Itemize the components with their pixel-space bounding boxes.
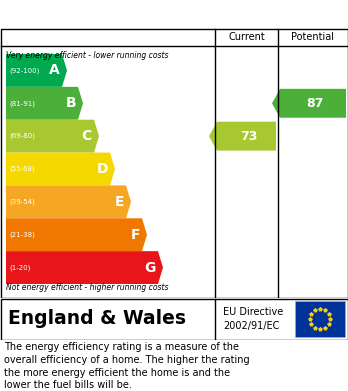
Text: Energy Efficiency Rating: Energy Efficiency Rating [10,7,220,22]
Text: E: E [114,195,124,209]
Text: The energy efficiency rating is a measure of the
overall efficiency of a home. T: The energy efficiency rating is a measur… [4,342,250,390]
Polygon shape [6,185,131,218]
Text: EU Directive
2002/91/EC: EU Directive 2002/91/EC [223,307,283,331]
Text: Not energy efficient - higher running costs: Not energy efficient - higher running co… [6,283,168,292]
Polygon shape [6,54,67,87]
Polygon shape [6,218,147,251]
Text: Potential: Potential [292,32,334,42]
Polygon shape [209,122,276,151]
Text: (69-80): (69-80) [9,133,35,140]
Polygon shape [6,120,99,152]
Text: G: G [145,260,156,274]
Polygon shape [6,87,83,120]
Bar [295,301,345,337]
Text: 87: 87 [306,97,324,110]
Text: (81-91): (81-91) [9,100,35,106]
Text: Very energy efficient - lower running costs: Very energy efficient - lower running co… [6,51,168,60]
Text: 73: 73 [240,130,257,143]
Text: D: D [96,162,108,176]
Text: England & Wales: England & Wales [8,310,186,328]
Polygon shape [6,152,115,185]
Text: C: C [82,129,92,143]
Polygon shape [6,251,163,284]
Text: A: A [49,63,60,77]
Text: (92-100): (92-100) [9,67,39,74]
Text: Current: Current [228,32,265,42]
Text: B: B [65,96,76,110]
Text: (55-68): (55-68) [9,166,35,172]
Text: (1-20): (1-20) [9,264,30,271]
Text: (21-38): (21-38) [9,231,35,238]
Polygon shape [272,89,346,118]
Text: (39-54): (39-54) [9,199,35,205]
Text: F: F [130,228,140,242]
